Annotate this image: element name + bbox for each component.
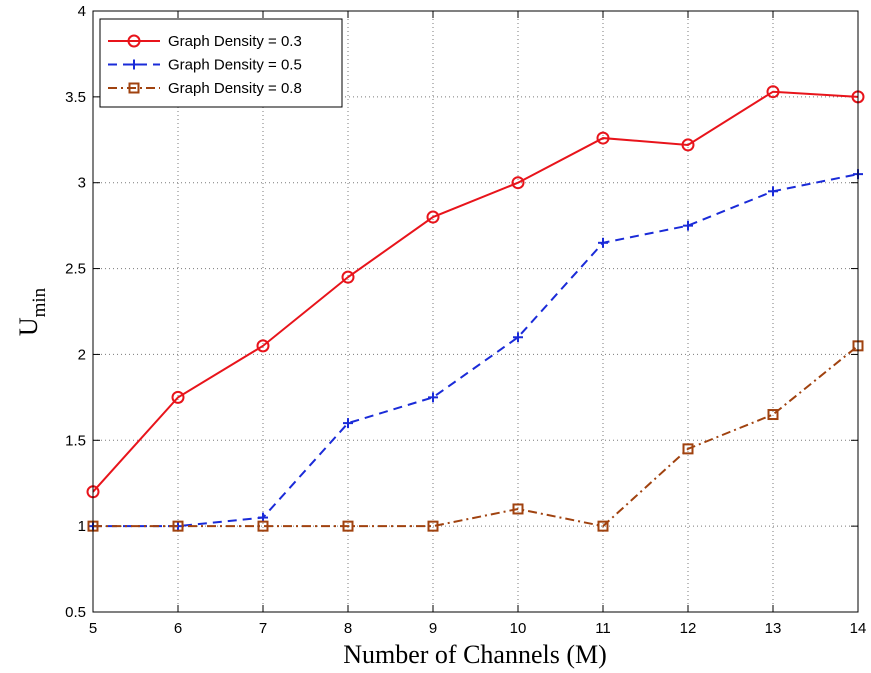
y-tick-label: 2 — [78, 346, 86, 363]
data-point-marker — [256, 339, 270, 353]
y-axis-title: Umin — [14, 287, 50, 336]
y-tick-label: 0.5 — [65, 604, 86, 621]
y-tick-label: 1 — [78, 518, 86, 535]
legend: Graph Density = 0.3 Graph Density = 0.5 Gr… — [99, 18, 343, 108]
data-point-marker — [342, 520, 354, 532]
legend-swatch-marker — [128, 82, 140, 94]
data-point-marker — [512, 503, 524, 515]
x-tick-label: 5 — [89, 620, 97, 637]
y-tick-label: 3.5 — [65, 89, 86, 106]
x-tick-label: 6 — [174, 620, 182, 637]
data-point-marker — [682, 443, 694, 455]
x-tick-label: 8 — [344, 620, 352, 637]
data-point-marker — [767, 409, 779, 421]
data-point-marker — [683, 220, 693, 231]
data-point-marker — [513, 332, 523, 343]
data-point-marker — [768, 186, 778, 197]
data-point-marker — [426, 210, 440, 224]
legend-swatch-marker — [129, 59, 139, 70]
legend-entry: Graph Density = 0.8 — [108, 80, 302, 97]
data-point-marker — [597, 520, 609, 532]
legend-label: Graph Density = 0.8 — [168, 80, 302, 97]
series-line — [93, 173, 859, 528]
series-lines — [86, 85, 865, 532]
x-axis-title: Number of Channels (M) — [343, 640, 607, 669]
x-tick-label: 9 — [429, 620, 437, 637]
y-tick-label: 3 — [78, 175, 86, 192]
data-point-marker — [511, 176, 525, 190]
legend-entry: Graph Density = 0.3 — [108, 33, 302, 50]
x-tick-label: 10 — [510, 620, 527, 637]
data-point-marker — [427, 520, 439, 532]
grid-lines — [93, 11, 858, 612]
x-tick-label: 7 — [259, 620, 267, 637]
legend-swatch-marker — [127, 34, 141, 48]
legend-box — [99, 18, 343, 108]
x-tick-label: 12 — [680, 620, 697, 637]
data-point-marker — [598, 237, 608, 248]
series-line — [93, 345, 859, 528]
data-point-marker — [171, 390, 185, 404]
data-point-marker — [257, 520, 269, 532]
legend-label: Graph Density = 0.5 — [168, 57, 302, 74]
x-tick-label: 11 — [595, 620, 611, 637]
legend-label: Graph Density = 0.3 — [168, 33, 302, 50]
y-tick-label: 2.5 — [65, 261, 86, 278]
data-point-marker — [766, 85, 780, 99]
plot-area-frame — [92, 10, 859, 613]
data-point-marker — [341, 270, 355, 284]
tick-labels: 5 6 7 8 9 10 11 12 13 14 0.5 1 1.5 2 2.5 3 3.5 4 — [65, 3, 866, 637]
x-tick-label: 13 — [765, 620, 782, 637]
y-axis-title-subscript: min — [29, 287, 50, 317]
data-point-marker — [596, 131, 610, 145]
y-tick-label: 1.5 — [65, 432, 86, 449]
y-tick-label: 4 — [78, 3, 86, 20]
x-tick-label: 14 — [850, 620, 867, 637]
legend-entry: Graph Density = 0.5 — [108, 57, 302, 74]
data-point-marker — [428, 392, 438, 403]
series-line — [92, 90, 859, 493]
data-point-marker — [172, 520, 184, 532]
y-axis-title-main: U — [14, 317, 43, 336]
data-point-marker — [343, 418, 353, 429]
data-point-marker — [681, 138, 695, 152]
legend-entries: Graph Density = 0.3 Graph Density = 0.5 Gr… — [108, 33, 302, 97]
